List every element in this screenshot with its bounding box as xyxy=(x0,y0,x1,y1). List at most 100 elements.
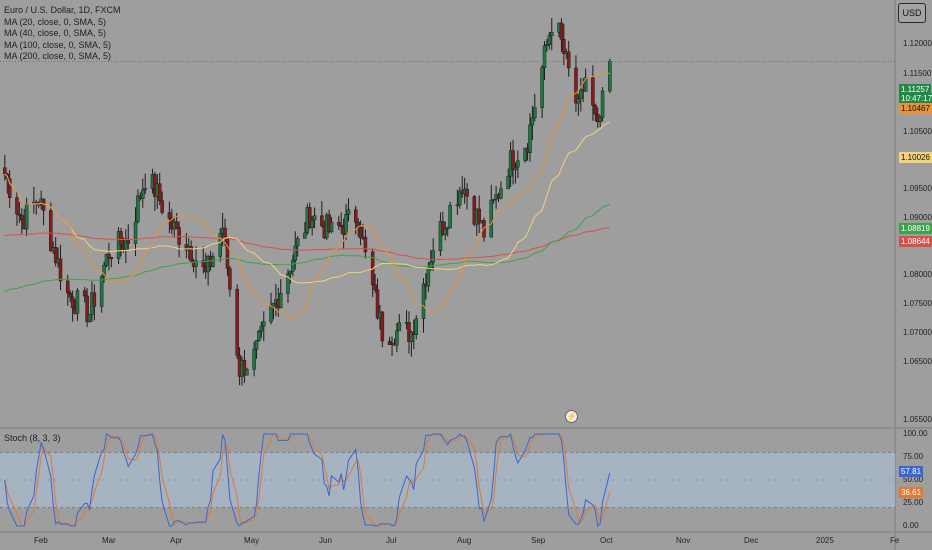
candle-body xyxy=(448,205,452,229)
candle-body xyxy=(24,203,29,230)
candle-body xyxy=(293,245,297,261)
chart-legend: Euro / U.S. Dollar, 1D, FXCM MA (20, clo… xyxy=(4,5,121,63)
candle-body xyxy=(254,340,259,350)
price-tick: 1.07500 xyxy=(903,299,932,308)
candle-body xyxy=(540,67,544,108)
candle-body xyxy=(17,213,22,216)
candle-body xyxy=(353,209,358,223)
candle-body xyxy=(269,306,273,323)
candle-body xyxy=(194,260,198,267)
candle-body xyxy=(397,322,402,332)
candle-body xyxy=(387,340,392,346)
candle-body xyxy=(259,325,264,332)
stoch-k-badge: 57.81 xyxy=(899,466,924,477)
candle-body xyxy=(513,166,518,171)
candle-body xyxy=(445,227,450,230)
candle-body xyxy=(465,188,469,197)
stoch-tick: 100.00 xyxy=(903,429,928,438)
candle-body xyxy=(66,280,70,294)
legend-ma40[interactable]: MA (40, close, 0, SMA, 5) xyxy=(4,28,107,38)
candle-body xyxy=(329,221,334,233)
ma200-line xyxy=(4,227,610,261)
candle-body xyxy=(15,197,19,215)
candle-body xyxy=(177,227,181,245)
candle-body xyxy=(160,200,164,213)
candle-body xyxy=(7,178,12,198)
candle-body xyxy=(566,51,571,69)
date-tick: Jun xyxy=(319,536,332,545)
candle-body xyxy=(119,231,123,246)
price-tick: 1.09500 xyxy=(903,184,932,193)
candle-body xyxy=(167,212,172,219)
candle-body xyxy=(75,290,80,314)
candle-body xyxy=(547,35,552,45)
candle-body xyxy=(218,233,222,257)
price-tick: 1.09000 xyxy=(903,213,932,222)
date-tick: Apr xyxy=(170,536,183,545)
date-tick: Fe xyxy=(890,536,900,545)
candle-body xyxy=(344,214,348,235)
candle-body xyxy=(141,189,145,199)
candle-body xyxy=(228,268,232,290)
legend-ma200[interactable]: MA (200, close, 0, SMA, 5) xyxy=(4,51,112,61)
candle-body xyxy=(68,292,72,298)
candle-body xyxy=(87,314,92,323)
candle-body xyxy=(310,219,314,229)
candle-body xyxy=(85,295,89,323)
candle-body xyxy=(583,77,588,92)
legend-ma100[interactable]: MA (100, close, 0, SMA, 5) xyxy=(4,39,112,50)
candle-body xyxy=(421,283,426,319)
candle-body xyxy=(49,210,53,252)
candle-body xyxy=(257,330,261,341)
price-tick: 1.12000 xyxy=(903,39,932,48)
candle-body xyxy=(174,221,179,228)
date-tick: 2025 xyxy=(816,536,834,545)
candle-body xyxy=(489,199,494,238)
candle-body xyxy=(414,318,418,335)
candle-body xyxy=(438,221,443,251)
candle-body xyxy=(530,117,535,126)
candle-body xyxy=(429,261,433,269)
candle-body xyxy=(545,44,549,46)
date-tick: Sep xyxy=(531,536,546,545)
candle-body xyxy=(593,105,598,115)
legend-ma20[interactable]: MA (20, close, 0, SMA, 5) xyxy=(4,16,107,27)
candle-body xyxy=(373,284,377,290)
candle-body xyxy=(600,90,605,118)
stoch-legend[interactable]: Stoch (8, 3, 3) xyxy=(4,433,61,443)
candle-body xyxy=(591,77,595,106)
date-tick: Feb xyxy=(34,536,48,545)
candle-body xyxy=(598,117,602,123)
candle-body xyxy=(562,39,566,54)
candle-body xyxy=(409,331,414,342)
candle-body xyxy=(143,188,147,191)
candle-body xyxy=(339,224,343,227)
candle-body xyxy=(431,250,435,263)
currency-button[interactable]: USD xyxy=(898,3,926,23)
ma40-line xyxy=(4,121,611,284)
candle-body xyxy=(579,89,583,99)
candle-body xyxy=(506,175,510,190)
candle-body xyxy=(271,302,276,307)
legend-symbol-title[interactable]: Euro / U.S. Dollar, 1D, FXCM xyxy=(4,5,121,15)
candle-body xyxy=(303,232,307,239)
ma20-badge: 1.10467 xyxy=(899,103,932,114)
candle-body xyxy=(262,321,266,327)
candle-body xyxy=(441,221,445,235)
candle-body xyxy=(102,265,106,277)
candle-body xyxy=(608,61,612,92)
candle-body xyxy=(82,290,87,297)
lightning-icon[interactable]: ⚡ xyxy=(565,410,578,423)
price-pane xyxy=(0,0,895,532)
candle-body xyxy=(104,253,109,266)
candle-body xyxy=(499,188,503,199)
candle-body xyxy=(278,293,283,309)
candle-body xyxy=(576,98,581,104)
candle-body xyxy=(3,167,7,175)
stoch-k-line xyxy=(4,432,611,528)
candle-body xyxy=(523,147,527,161)
candle-body xyxy=(201,260,206,267)
stoch-tick: 75.00 xyxy=(903,452,924,461)
candle-body xyxy=(99,276,104,307)
